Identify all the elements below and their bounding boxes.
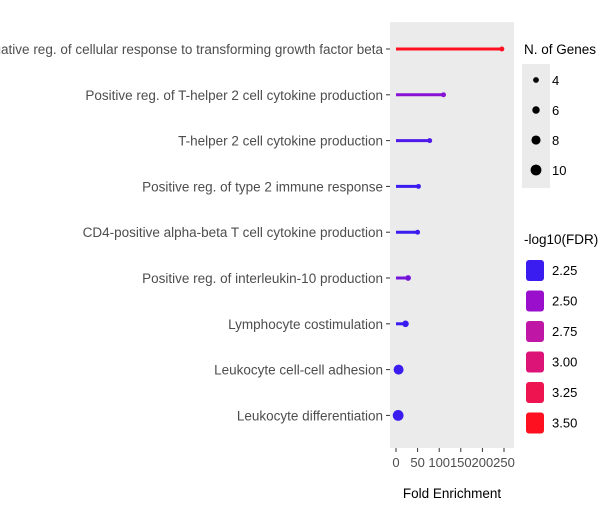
category-label: Positive reg. of T-helper 2 cell cytokin… xyxy=(85,88,383,103)
category-label: Positive reg. of type 2 immune response xyxy=(142,179,383,194)
lollipop-point xyxy=(441,92,446,98)
size-legend-label: 8 xyxy=(552,133,559,148)
size-legend-key xyxy=(532,106,540,114)
lollipop-point xyxy=(392,410,404,421)
category-label: Positive reg. of interleukin-10 producti… xyxy=(142,271,383,286)
size-legend-label: 10 xyxy=(552,163,566,178)
color-legend-title: -log10(FDR) xyxy=(524,232,598,247)
category-label: Leukocyte differentiation xyxy=(237,408,383,423)
color-legend-swatch xyxy=(526,351,544,373)
color-legend-swatch xyxy=(526,321,544,342)
lollipop-point xyxy=(427,138,433,144)
color-legend-swatch xyxy=(526,382,544,403)
size-legend-key xyxy=(533,77,539,83)
size-legend-key xyxy=(530,164,542,176)
color-legend-label: 2.50 xyxy=(552,294,577,309)
lollipop-point xyxy=(393,364,404,375)
category-label: T-helper 2 cell cytokine production xyxy=(178,134,383,149)
lollipop-point xyxy=(402,320,409,328)
color-legend-label: 3.25 xyxy=(552,385,577,400)
x-tick-label: 100 xyxy=(428,455,450,470)
color-legend-label: 2.25 xyxy=(552,263,577,278)
category-label: CD4-positive alpha-beta T cell cytokine … xyxy=(83,225,383,240)
color-legend-label: 3.50 xyxy=(552,416,577,431)
size-legend-label: 6 xyxy=(552,103,559,118)
lollipop-point xyxy=(405,275,411,281)
lollipop-point xyxy=(499,46,505,52)
color-legend-swatch xyxy=(526,260,544,281)
lollipop-point xyxy=(415,229,421,235)
lollipop-point xyxy=(416,183,421,189)
color-legend-label: 3.00 xyxy=(552,355,577,370)
size-legend-title: N. of Genes xyxy=(524,42,596,57)
category-label: Negative reg. of cellular response to tr… xyxy=(0,42,383,57)
x-tick-label: 200 xyxy=(472,455,494,470)
x-tick-label: 250 xyxy=(493,455,515,470)
size-legend-key xyxy=(531,135,541,145)
x-axis-title: Fold Enrichment xyxy=(403,486,502,501)
x-tick-label: 150 xyxy=(450,455,472,470)
plot-panel xyxy=(390,22,514,448)
color-legend-swatch xyxy=(526,412,544,434)
x-tick-label: 50 xyxy=(410,455,424,470)
size-legend-label: 4 xyxy=(552,73,559,88)
color-legend-label: 2.75 xyxy=(552,324,577,339)
x-tick-label: 0 xyxy=(392,455,399,470)
color-legend-swatch xyxy=(526,290,544,312)
category-label: Leukocyte cell-cell adhesion xyxy=(214,363,383,378)
category-label: Lymphocyte costimulation xyxy=(228,317,383,332)
